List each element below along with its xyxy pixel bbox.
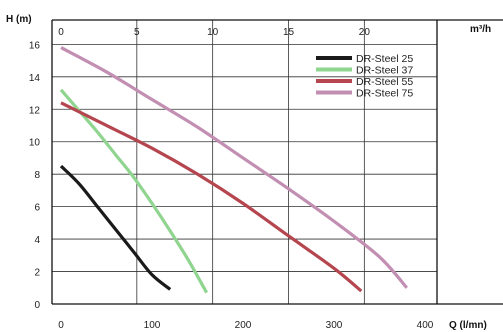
legend-label: DR-Steel 55	[356, 76, 413, 88]
top-tick-label: 20	[359, 27, 371, 38]
bottom-tick-label: 300	[326, 320, 343, 331]
bottom-tick-label: 200	[235, 320, 252, 331]
top-axis-unit-label: m³/h	[470, 24, 491, 35]
y-axis-unit-label: H (m)	[6, 14, 32, 25]
legend-label: DR-Steel 75	[356, 88, 413, 100]
top-tick-label: 0	[58, 27, 64, 38]
axes	[51, 19, 503, 305]
bottom-tick-label: 400	[417, 320, 434, 331]
bottom-tick-label: 100	[144, 320, 161, 331]
legend-label: DR-Steel 37	[356, 65, 413, 77]
top-tick-label: 5	[134, 27, 140, 38]
legend-label: DR-Steel 25	[356, 53, 413, 65]
y-tick-label: 8	[34, 170, 40, 181]
y-tick-label: 6	[34, 203, 40, 214]
series-line-2	[59, 88, 208, 294]
y-tick-label: 14	[29, 73, 41, 84]
top-tick-label: 15	[283, 27, 295, 38]
bottom-axis-unit-label: Q (l/mn)	[449, 320, 487, 331]
y-tick-label: 12	[29, 105, 41, 116]
y-tick-label: 4	[34, 235, 40, 246]
y-tick-label: 10	[29, 138, 41, 149]
series-line-3	[60, 101, 363, 293]
top-tick-label: 10	[207, 27, 219, 38]
y-tick-label: 2	[34, 268, 40, 279]
y-tick-label: 0	[34, 300, 40, 311]
series-line-4	[60, 46, 409, 289]
performance-curves	[59, 46, 409, 294]
y-tick-label: 16	[29, 40, 41, 51]
series-line-1	[59, 164, 172, 291]
bottom-tick-label: 0	[58, 320, 64, 331]
